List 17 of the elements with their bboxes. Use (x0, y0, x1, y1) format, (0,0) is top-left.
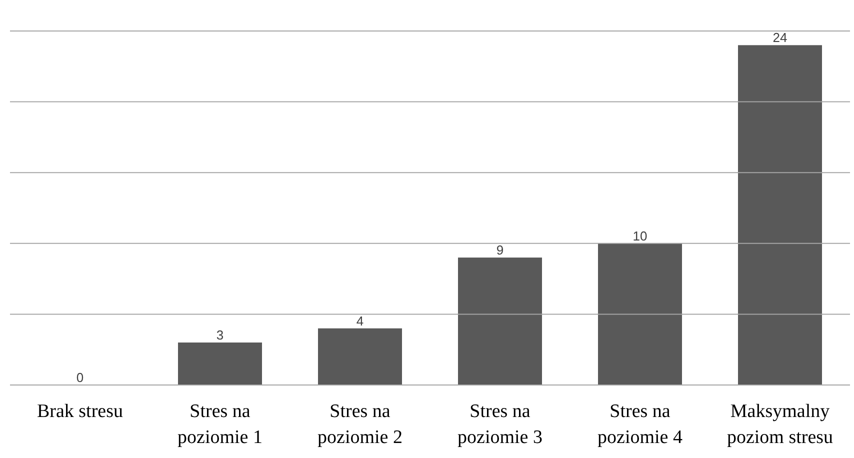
x-tick-label: Stres na poziomie 4 (598, 401, 683, 448)
data-label: 10 (632, 228, 648, 244)
x-tick-label: Stres na poziomie 2 (318, 401, 402, 448)
data-label: 0 (76, 370, 84, 385)
data-label: 9 (496, 242, 504, 258)
x-tick-label: Stres na poziomie 1 (178, 401, 262, 448)
data-label: 3 (216, 328, 224, 343)
bar (178, 342, 262, 385)
x-tick-label: Brak stresu (36, 401, 124, 422)
x-tick-label: Stres na poziomie 3 (458, 401, 542, 448)
data-label: 24 (772, 30, 788, 46)
data-label: 4 (356, 313, 364, 328)
bar (458, 258, 542, 385)
x-tick-label: Maksymalny poziom stresu (726, 401, 834, 448)
bar (598, 243, 682, 385)
bar (318, 328, 402, 385)
bar (738, 45, 822, 385)
